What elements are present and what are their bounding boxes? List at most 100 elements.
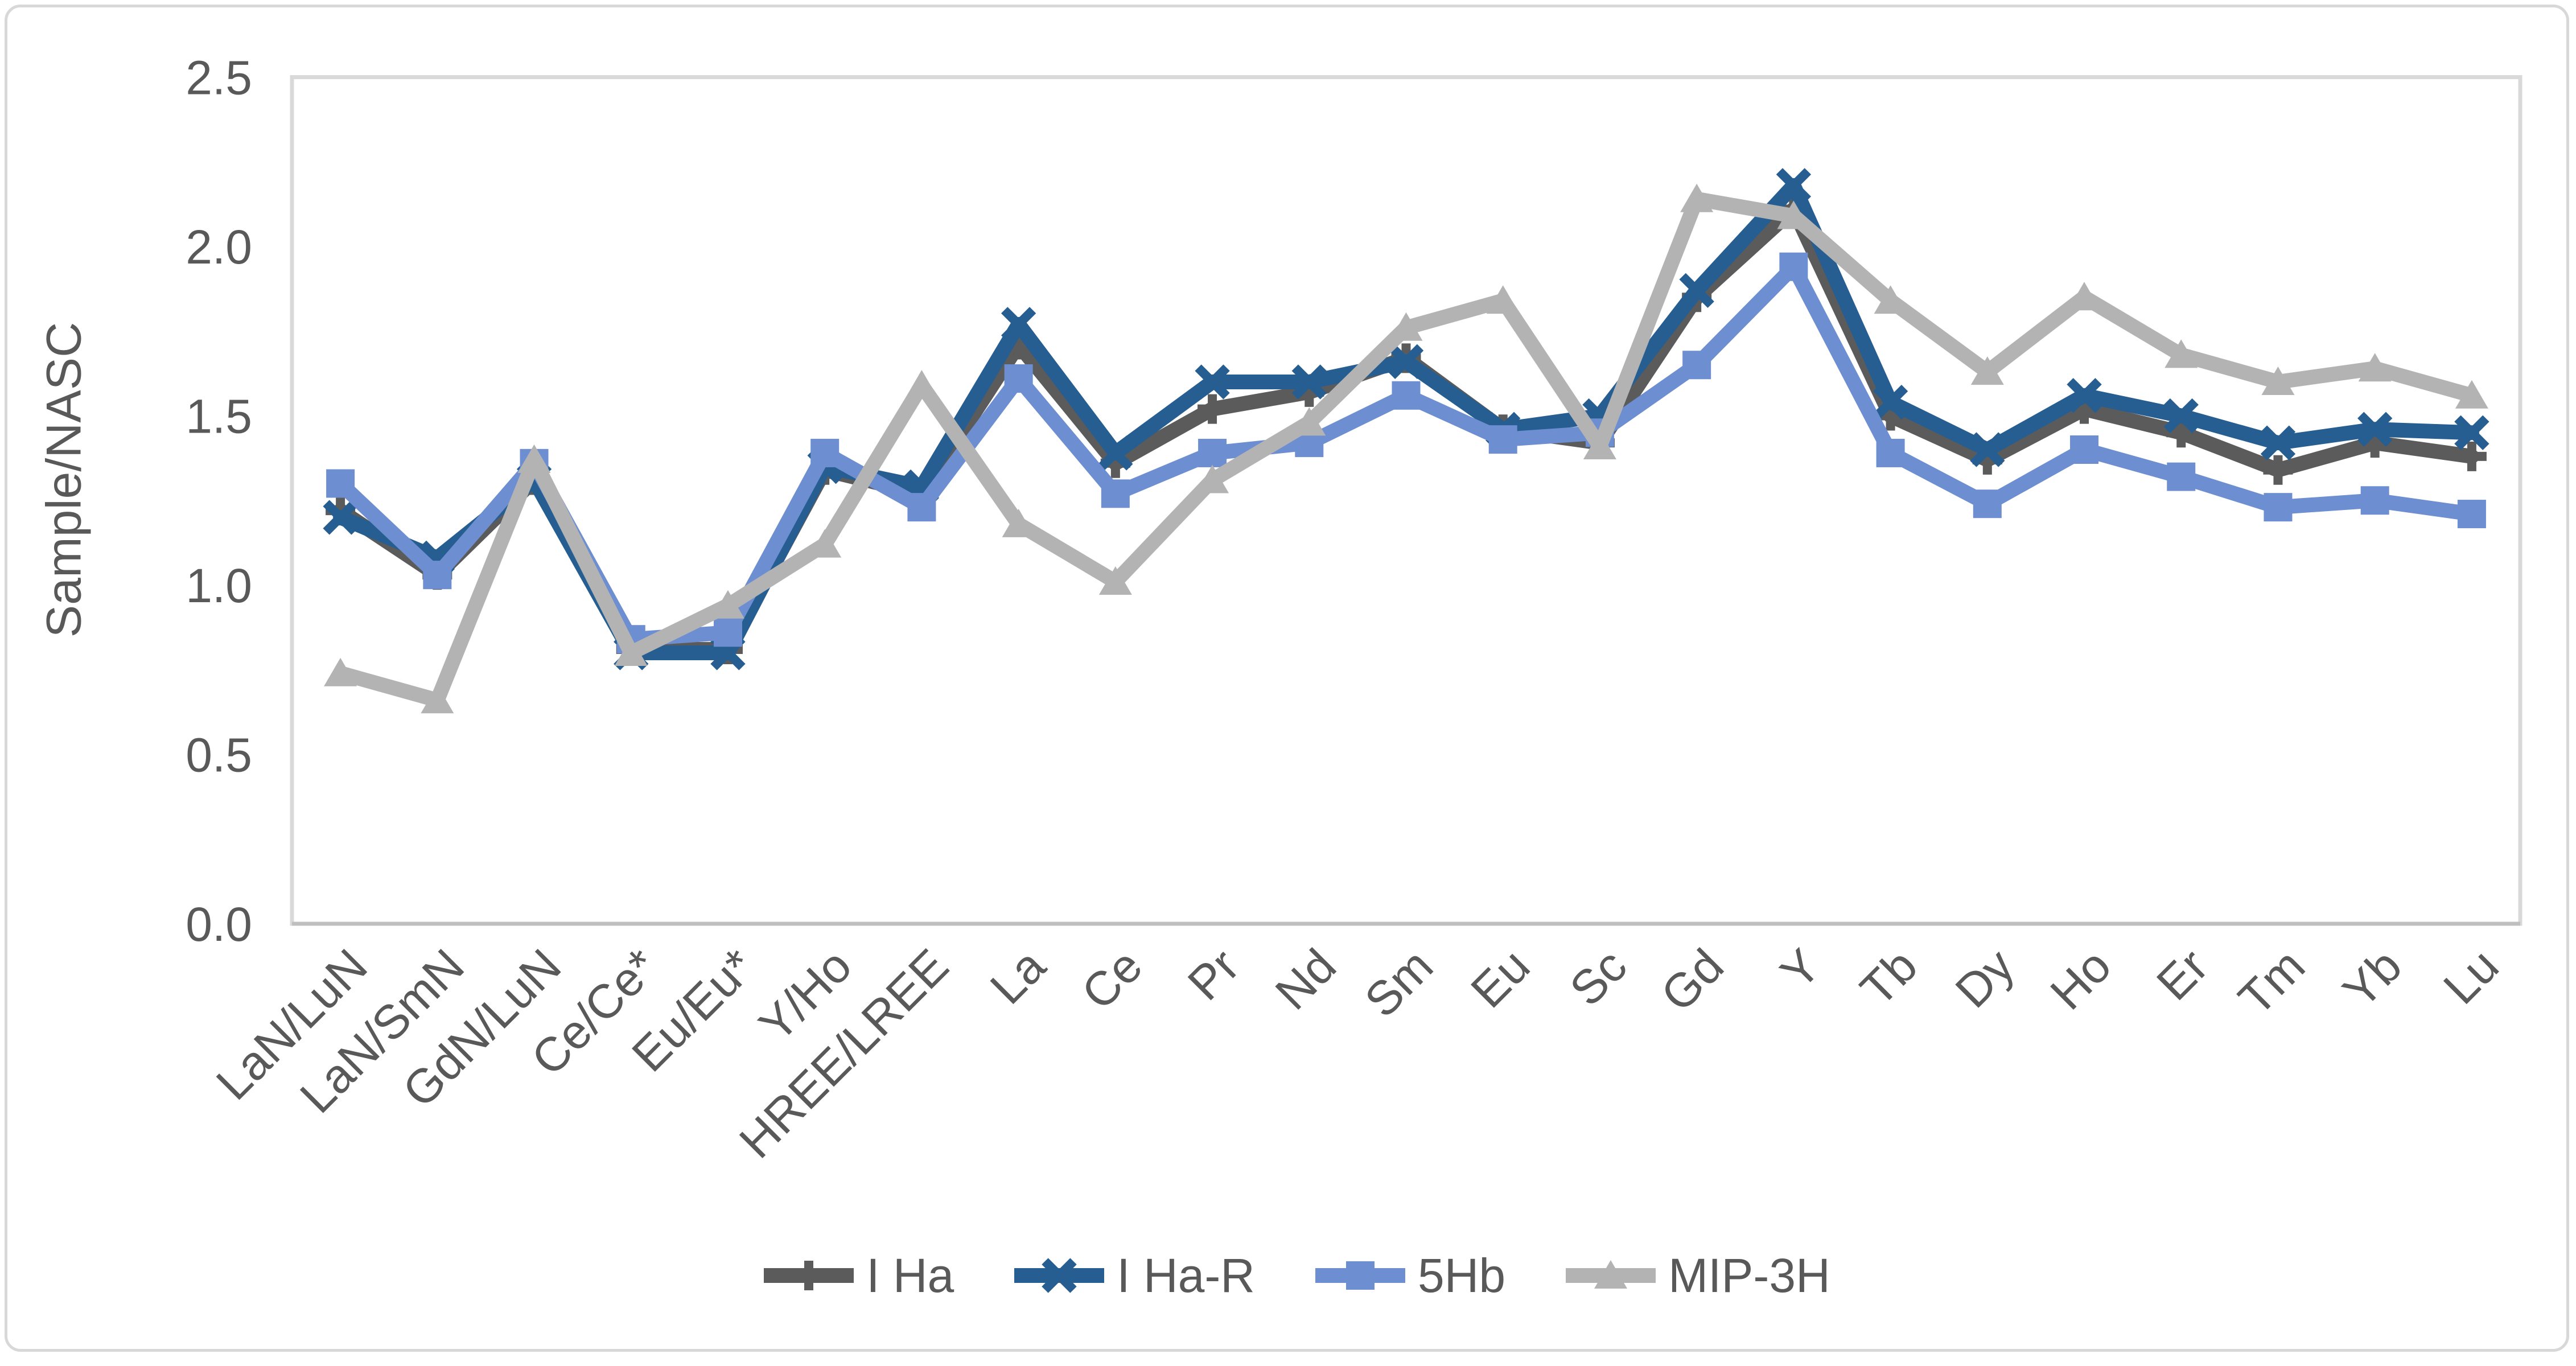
marker-triangle-icon bbox=[1098, 566, 1132, 595]
marker-triangle-icon bbox=[1389, 312, 1423, 341]
marker-square-icon bbox=[1682, 351, 1711, 380]
marker-square-icon bbox=[1973, 489, 2002, 519]
series-line bbox=[333, 191, 2479, 708]
marker-triangle-icon bbox=[2165, 339, 2198, 368]
marker-triangle-icon bbox=[1594, 1260, 1628, 1289]
marker-triangle-icon bbox=[1002, 508, 1035, 537]
marker-x-icon bbox=[1873, 385, 1908, 420]
marker-x-icon bbox=[2454, 415, 2489, 450]
marker-x-icon bbox=[1291, 364, 1327, 400]
marker-square-icon bbox=[1876, 438, 1905, 467]
x-tick-label: Tm bbox=[2228, 939, 2315, 1025]
legend-item: MIP-3H bbox=[1562, 1248, 1830, 1303]
y-tick-label: 1.0 bbox=[186, 559, 252, 612]
y-tick-label: 2.0 bbox=[186, 220, 252, 274]
marker-triangle-icon bbox=[1196, 464, 1229, 493]
legend-marker-triangle-icon bbox=[1566, 1260, 1656, 1289]
marker-square-icon bbox=[2070, 435, 2099, 464]
marker-x-icon bbox=[2163, 398, 2199, 434]
marker-x-icon bbox=[2260, 425, 2296, 460]
legend-label: I Ha bbox=[866, 1248, 954, 1302]
marker-triangle-icon bbox=[1680, 183, 1714, 212]
y-tick-label: 0.5 bbox=[186, 729, 252, 782]
marker-square-icon bbox=[1392, 381, 1421, 410]
marker-x-icon bbox=[1098, 435, 1133, 471]
y-axis-title: Sample/NASC bbox=[36, 322, 92, 638]
marker-x-icon bbox=[1776, 168, 1812, 203]
series-I Ha-R bbox=[323, 168, 2489, 670]
marker-triangle-icon bbox=[421, 685, 454, 714]
marker-square-icon bbox=[810, 438, 840, 467]
marker-triangle-icon bbox=[1583, 431, 1616, 460]
marker-square-icon bbox=[1198, 438, 1227, 467]
x-tick-label: Gd bbox=[1651, 939, 1734, 1022]
marker-square-icon bbox=[2167, 462, 2196, 491]
marker-triangle-icon bbox=[905, 369, 939, 398]
x-tick-label: Sm bbox=[1355, 939, 1443, 1027]
plot-area-border bbox=[290, 75, 2522, 926]
legend-label: MIP-3H bbox=[1668, 1248, 1830, 1302]
marker-x-icon bbox=[2357, 412, 2393, 447]
marker-triangle-icon bbox=[1293, 407, 1326, 436]
legend-item: I Ha-R bbox=[1011, 1248, 1255, 1303]
x-tick-label: Y bbox=[1770, 939, 1830, 999]
series-MIP-3H bbox=[324, 183, 2488, 714]
x-tick-label: Eu bbox=[1460, 939, 1540, 1018]
marker-square-icon bbox=[2360, 486, 2389, 515]
x-tick-label: Yb bbox=[2332, 939, 2412, 1018]
marker-triangle-icon bbox=[1970, 356, 2004, 385]
marker-square-icon bbox=[1488, 425, 1517, 454]
marker-triangle-icon bbox=[1777, 200, 1810, 229]
marker-square-icon bbox=[326, 469, 355, 498]
y-tick-label: 2.5 bbox=[186, 51, 252, 105]
marker-square-icon bbox=[1779, 252, 1808, 281]
marker-triangle-icon bbox=[2068, 282, 2101, 311]
marker-triangle-icon bbox=[614, 637, 648, 666]
legend-label: I Ha-R bbox=[1117, 1248, 1255, 1302]
chart-frame: 0.0 0.5 1.0 1.5 2.0 2.5 LaN/LuN LaN/SmN GdN/LuN C… bbox=[5, 5, 2569, 1352]
marker-square-icon bbox=[907, 493, 936, 522]
marker-square-icon bbox=[2457, 500, 2486, 529]
marker-triangle-icon bbox=[517, 444, 551, 473]
marker-x-icon bbox=[1001, 307, 1036, 342]
marker-x-icon bbox=[1679, 273, 1714, 308]
x-tick-label: Tb bbox=[1850, 939, 1928, 1016]
series-I Ha bbox=[326, 194, 2487, 665]
marker-triangle-icon bbox=[324, 657, 357, 686]
marker-x-icon bbox=[2067, 378, 2102, 413]
legend-marker-plus-icon bbox=[764, 1261, 854, 1290]
marker-triangle-icon bbox=[711, 590, 744, 619]
x-tick-label: Sc bbox=[1559, 939, 1637, 1016]
x-tick-label: Ce bbox=[1071, 939, 1152, 1019]
marker-square-icon bbox=[2264, 493, 2293, 522]
marker-x-icon bbox=[1388, 344, 1424, 379]
marker-triangle-icon bbox=[1874, 285, 1907, 314]
legend: I Ha I Ha-R 5Hb MIP-3H bbox=[7, 1236, 2576, 1315]
marker-plus-icon bbox=[1198, 394, 1228, 424]
marker-x-icon bbox=[1970, 432, 2005, 467]
x-tick-label: Dy bbox=[1945, 939, 2024, 1018]
y-tick-label: 1.5 bbox=[186, 390, 252, 443]
marker-triangle-icon bbox=[1486, 285, 1520, 314]
series-line bbox=[333, 201, 2479, 657]
legend-item: I Ha bbox=[760, 1248, 954, 1303]
legend-marker-x-icon bbox=[1014, 1258, 1105, 1293]
marker-triangle-icon bbox=[2358, 353, 2392, 382]
x-tick-label: La bbox=[980, 939, 1056, 1014]
marker-square-icon bbox=[713, 618, 742, 647]
x-tick-label: Nd bbox=[1265, 939, 1346, 1019]
marker-square-icon bbox=[1345, 1261, 1375, 1290]
legend-item: 5Hb bbox=[1312, 1248, 1505, 1303]
marker-square-icon bbox=[1004, 364, 1033, 393]
y-tick-label: 0.0 bbox=[186, 898, 252, 951]
marker-plus-icon bbox=[794, 1261, 824, 1290]
marker-x-icon bbox=[323, 500, 358, 535]
marker-triangle-icon bbox=[2455, 380, 2488, 409]
x-tick-label: Er bbox=[2146, 939, 2218, 1010]
x-tick-label: Lu bbox=[2433, 939, 2509, 1014]
line-chart: 0.00.51.01.52.02.5LaN/LuNLaN/SmNGdN/LuNC… bbox=[186, 51, 2522, 1168]
marker-square-icon bbox=[423, 561, 452, 590]
legend-label: 5Hb bbox=[1417, 1248, 1506, 1302]
marker-square-icon bbox=[1101, 479, 1130, 508]
x-tick-label: Ho bbox=[2040, 939, 2121, 1019]
